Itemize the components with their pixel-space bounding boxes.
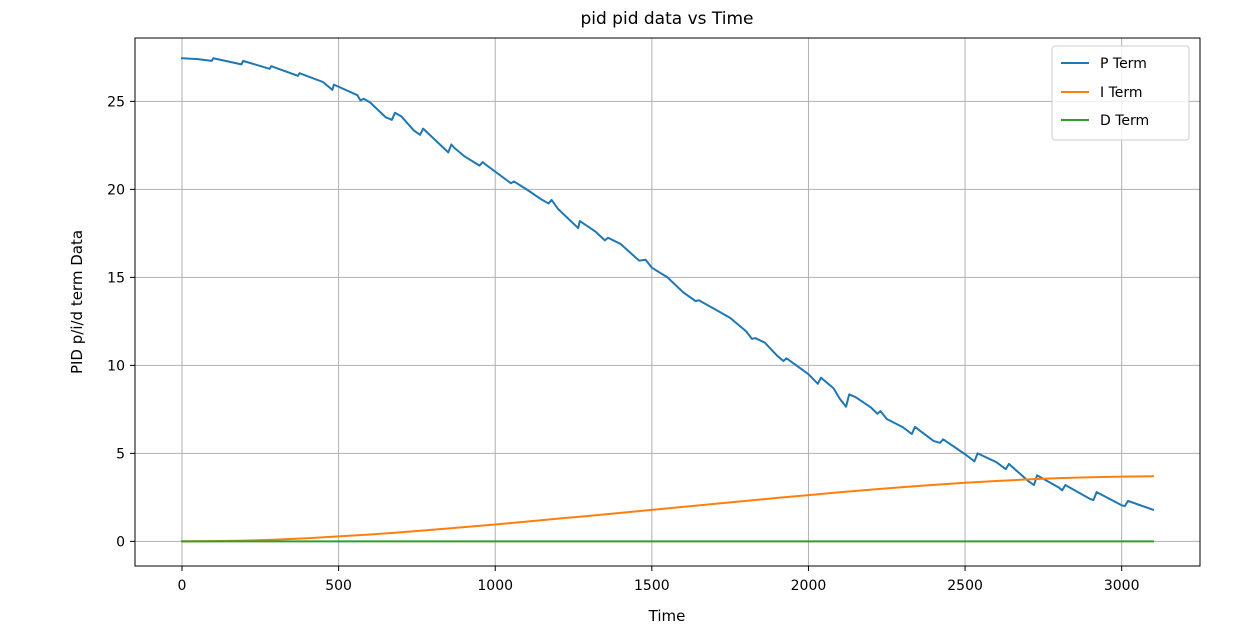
y-tick-label: 5 [116, 446, 125, 462]
x-tick-label: 1500 [634, 578, 670, 594]
y-axis-ticks: 0 5 10 15 20 25 [107, 94, 135, 550]
series-line-p-term [180, 57, 1155, 511]
y-tick-label: 20 [107, 182, 125, 198]
x-tick-label: 1000 [477, 578, 513, 594]
y-tick-label: 0 [116, 534, 125, 550]
grid [135, 38, 1200, 566]
y-tick-label: 15 [107, 270, 125, 286]
series-lines [180, 57, 1155, 543]
plot-area-frame [134, 37, 1201, 567]
legend-label-i-term: I Term [1100, 85, 1143, 101]
x-axis-ticks: 0 500 1000 1500 2000 2500 3000 [178, 566, 1140, 594]
legend-label-p-term: P Term [1100, 56, 1147, 72]
legend-label-d-term: D Term [1100, 113, 1149, 129]
x-tick-label: 2500 [947, 578, 983, 594]
x-axis-label: Time [648, 607, 686, 625]
x-tick-label: 3000 [1104, 578, 1140, 594]
y-tick-label: 25 [107, 94, 125, 110]
y-tick-label: 10 [107, 358, 125, 374]
legend-box [1051, 45, 1190, 141]
series-line-i-term [180, 475, 1155, 543]
y-axis-label: PID p/i/d term Data [68, 230, 86, 374]
x-tick-label: 500 [325, 578, 352, 594]
x-tick-label: 0 [178, 578, 187, 594]
chart-title: pid pid data vs Time [580, 9, 753, 29]
legend: P Term I Term D Term [1051, 45, 1190, 141]
x-tick-label: 2000 [791, 578, 827, 594]
